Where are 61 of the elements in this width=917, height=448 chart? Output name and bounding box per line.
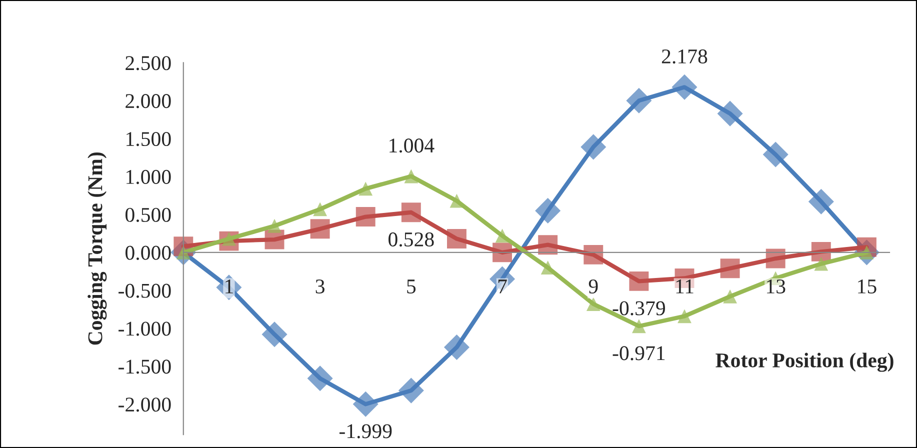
point (766, 248, 786, 268)
point (540, 260, 555, 275)
point (678, 309, 692, 324)
point (814, 256, 828, 271)
x-tick-label: 11 (676, 280, 694, 294)
annotation: -1.999 (339, 424, 392, 438)
point (398, 378, 424, 404)
point (720, 258, 740, 278)
y-tick-label: 0.500 (126, 208, 171, 222)
x-tick-label: 13 (767, 279, 786, 294)
x-tick-label: 9 (588, 279, 598, 294)
x-tick-label: 1 (226, 280, 233, 294)
point (310, 219, 330, 239)
annotation: -0.379 (612, 301, 665, 316)
point (450, 194, 464, 208)
point (723, 290, 737, 304)
point (808, 188, 834, 214)
point (262, 322, 288, 348)
point (307, 366, 333, 392)
y-axis-title: Cogging Torque (Nm) (88, 152, 107, 345)
x-tick-label: 5 (407, 280, 416, 294)
annotation: 2.178 (662, 49, 708, 64)
point (444, 334, 470, 360)
point (626, 88, 652, 114)
x-tick-label: 3 (316, 279, 324, 294)
annotation: 0.528 (388, 232, 434, 247)
point (404, 169, 418, 184)
point (717, 100, 743, 126)
annotation: 1.004 (390, 138, 434, 153)
point (352, 391, 378, 417)
point (672, 74, 698, 100)
point (268, 218, 282, 233)
y-tick-label: 0.000 (126, 246, 171, 260)
point (584, 244, 604, 264)
y-tick-label: 1.000 (126, 170, 171, 184)
point (580, 134, 606, 160)
point (811, 242, 831, 262)
point (586, 297, 600, 311)
point (401, 202, 421, 222)
x-axis-title: Rotor Position (deg) (716, 352, 894, 372)
point (313, 202, 328, 216)
y-tick-label: -2.000 (118, 398, 171, 412)
y-tick-label: -0.500 (118, 284, 171, 298)
point (447, 229, 466, 248)
annotation: -0.971 (612, 346, 665, 360)
point (629, 271, 649, 291)
y-tick-label: 2.500 (126, 56, 171, 70)
point (762, 142, 788, 168)
point (535, 198, 561, 224)
point (492, 242, 512, 262)
point (356, 207, 376, 226)
y-tick-label: -1.000 (118, 322, 171, 336)
y-tick-label: -1.500 (118, 360, 171, 374)
x-tick-label: 15 (858, 280, 876, 294)
y-tick-label: 1.500 (126, 132, 171, 146)
point (358, 182, 373, 196)
x-tick-label: 7 (498, 280, 507, 294)
point (538, 235, 558, 255)
y-tick-label: 2.000 (126, 94, 171, 108)
point (632, 319, 646, 334)
point (495, 228, 510, 243)
